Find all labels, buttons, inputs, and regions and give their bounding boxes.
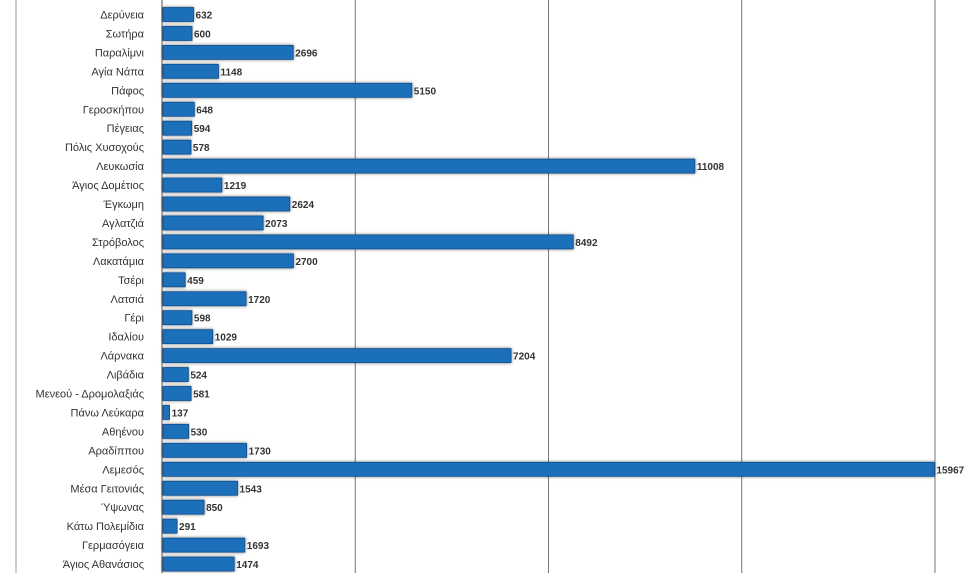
bar-18 [162, 348, 512, 364]
value-label: 1219 [224, 181, 247, 192]
bar-28 [162, 537, 246, 553]
category-label: Αραδίππου [88, 445, 144, 457]
bar-20 [162, 386, 192, 401]
value-label: 1720 [248, 295, 271, 306]
category-label: Πάνω Λεύκαρα [71, 407, 145, 419]
category-label: Κάτω Πολεμίδια [67, 521, 145, 533]
bar-29 [162, 556, 235, 572]
bar-1 [162, 26, 193, 41]
category-label: Άγιος Δομέτιος [72, 180, 144, 192]
bar-10 [162, 196, 291, 212]
bar-4 [162, 82, 413, 98]
category-label: Τσέρι [118, 275, 144, 287]
value-label: 600 [194, 29, 211, 40]
category-labels: Δερύνεια Σωτήρα Παραλίμνι Αγία Νάπα Πάφος Γερ… [36, 10, 145, 572]
value-label: 5150 [414, 86, 437, 97]
category-label: Αθηένου [102, 426, 144, 438]
bars [162, 7, 935, 572]
category-label: Σωτήρα [106, 28, 145, 40]
bar-19 [162, 367, 189, 382]
category-label: Πέγειας [107, 123, 144, 135]
category-label: Λιβάδια [107, 370, 145, 382]
bar-7 [162, 139, 192, 155]
bar-16 [162, 310, 193, 326]
category-label: Ύψωνας [101, 502, 144, 514]
value-label: 594 [194, 124, 211, 135]
bar-9 [162, 177, 223, 193]
value-label: 850 [206, 503, 223, 514]
value-labels: 632 600 2696 1148 5150 648 594 578 11008 1219 2624… [172, 11, 965, 572]
category-label: Παραλίμνι [95, 47, 145, 59]
value-label: 1693 [247, 541, 270, 552]
category-label: Λεμεσός [102, 464, 144, 476]
bar-2 [162, 45, 294, 60]
value-label: 581 [193, 390, 210, 401]
value-label: 459 [187, 276, 204, 287]
bar-27 [162, 518, 178, 534]
value-label: 648 [196, 105, 213, 116]
bar-22 [162, 423, 190, 439]
bar-13 [162, 253, 294, 269]
value-label: 2696 [295, 48, 318, 59]
value-label: 7204 [513, 352, 536, 363]
category-label: Άγιος Αθανάσιος [63, 559, 144, 571]
bar-5 [162, 101, 195, 117]
category-label: Έγκωμη [102, 199, 144, 211]
category-label: Μέσα Γειτονιάς [70, 483, 144, 495]
category-label: Πάφος [111, 85, 144, 97]
value-label: 524 [190, 371, 207, 382]
value-label: 1543 [240, 484, 263, 495]
value-label: 578 [193, 143, 210, 154]
category-label: Γεροσκήπου [83, 104, 144, 116]
value-label: 1730 [249, 446, 272, 457]
bar-3 [162, 63, 219, 79]
category-label: Μενεού - Δρομολαξιάς [36, 389, 144, 401]
bar-11 [162, 215, 264, 231]
category-label: Λατσιά [111, 294, 145, 306]
category-label: Ιδαλίου [108, 332, 144, 344]
value-label: 11008 [697, 162, 725, 173]
value-label: 598 [194, 314, 211, 325]
bar-15 [162, 291, 247, 307]
bar-26 [162, 499, 205, 515]
category-label: Δερύνεια [100, 10, 144, 22]
value-label: 8492 [575, 238, 598, 249]
value-label: 1474 [236, 560, 259, 571]
bar-8 [162, 158, 696, 174]
value-label: 1029 [215, 333, 238, 344]
bar-12 [162, 234, 574, 250]
value-label: 2073 [265, 219, 288, 230]
bar-6 [162, 120, 193, 136]
category-label: Λάρνακα [100, 351, 144, 363]
value-label: 530 [191, 427, 208, 438]
category-label: Λακατάμια [93, 256, 145, 268]
category-label: Πόλις Χυσοχούς [65, 142, 144, 154]
bar-14 [162, 272, 186, 288]
value-label: 137 [172, 408, 189, 419]
category-label: Γέρι [124, 313, 144, 325]
category-label: Αγία Νάπα [91, 66, 144, 78]
gridlines [15, 0, 936, 573]
value-label: 15967 [936, 465, 964, 476]
category-label: Λευκωσία [96, 161, 144, 173]
bar-23 [162, 442, 247, 458]
value-label: 2624 [292, 200, 315, 211]
value-label: 632 [196, 11, 213, 22]
bar-24 [162, 461, 935, 477]
value-label: 291 [179, 522, 196, 533]
category-label: Αγλατζιά [102, 218, 145, 230]
bar-17 [162, 329, 214, 345]
value-label: 1148 [220, 67, 242, 78]
value-label: 2700 [295, 257, 318, 268]
bar-0 [162, 7, 194, 22]
bar-25 [162, 480, 238, 496]
bar-21 [162, 405, 171, 420]
category-label: Στρόβολος [92, 237, 144, 249]
category-label: Γερμασόγεια [82, 540, 145, 552]
